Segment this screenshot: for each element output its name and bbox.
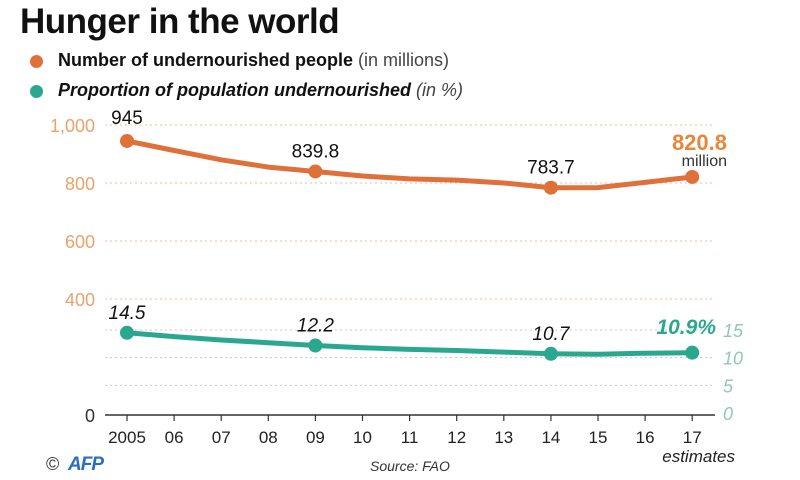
right-tick-label: 5 <box>723 376 734 396</box>
x-tick-label: 10 <box>353 428 372 447</box>
legend-label: Proportion of population undernourished <box>58 80 411 100</box>
data-point <box>543 180 558 195</box>
highlight-value-proportion: 10.9% <box>656 316 716 339</box>
data-point <box>308 338 323 353</box>
right-tick-label: 15 <box>723 321 744 341</box>
afp-logo: AFP <box>68 454 104 475</box>
right-tick-label: 10 <box>723 349 743 369</box>
x-tick-label: 14 <box>541 428 560 447</box>
data-label: 14.5 <box>109 303 146 324</box>
left-tick-label: 0 <box>85 406 95 426</box>
data-point <box>685 345 700 360</box>
data-label: 783.7 <box>527 158 575 179</box>
series-line-number <box>124 138 695 191</box>
series-line-proportion <box>124 330 695 357</box>
highlight-unit: million <box>682 153 727 170</box>
x-tick-label: 2005 <box>108 428 146 447</box>
left-tick-label: 400 <box>65 290 95 310</box>
x-tick-label: 16 <box>636 428 655 447</box>
data-point <box>543 346 558 361</box>
x-tick-label: 09 <box>306 428 325 447</box>
x-note: estimates <box>662 447 735 466</box>
legend-unit: (in %) <box>415 80 463 100</box>
data-label: 10.7 <box>532 324 570 345</box>
data-label: 945 <box>111 108 143 129</box>
legend-item-number: Number of undernourished people (in mill… <box>30 50 450 71</box>
chart-title: Hunger in the world <box>20 2 340 41</box>
x-tick-label: 08 <box>259 428 278 447</box>
x-tick-label: 17 <box>683 428 702 447</box>
data-label: 839.8 <box>292 141 340 162</box>
data-label: 12.2 <box>297 315 334 336</box>
x-tick-label: 07 <box>212 428 231 447</box>
data-point <box>308 164 323 179</box>
data-point <box>120 325 134 340</box>
legend-marker-orange <box>30 55 43 68</box>
legend-label: Number of undernourished people <box>58 50 354 70</box>
data-point <box>120 133 134 148</box>
x-tick-label: 06 <box>165 428 184 447</box>
right-tick-label: 0 <box>723 404 733 424</box>
copyright-symbol: © <box>46 454 60 474</box>
x-tick-label: 15 <box>589 428 608 447</box>
x-tick-label: 12 <box>447 428 466 447</box>
highlight-value-number: 820.8 <box>672 130 727 155</box>
left-tick-label: 1,000 <box>50 116 95 136</box>
legend-marker-teal <box>30 85 43 98</box>
data-point <box>685 169 700 184</box>
left-tick-label: 800 <box>65 174 95 194</box>
legend-item-proportion: Proportion of population undernourished … <box>30 80 463 101</box>
left-tick-label: 600 <box>65 232 95 252</box>
x-tick-label: 11 <box>401 428 419 447</box>
source-note: Source: FAO <box>370 458 450 474</box>
x-tick-label: 13 <box>494 428 513 447</box>
legend-unit: (in millions) <box>358 50 450 70</box>
